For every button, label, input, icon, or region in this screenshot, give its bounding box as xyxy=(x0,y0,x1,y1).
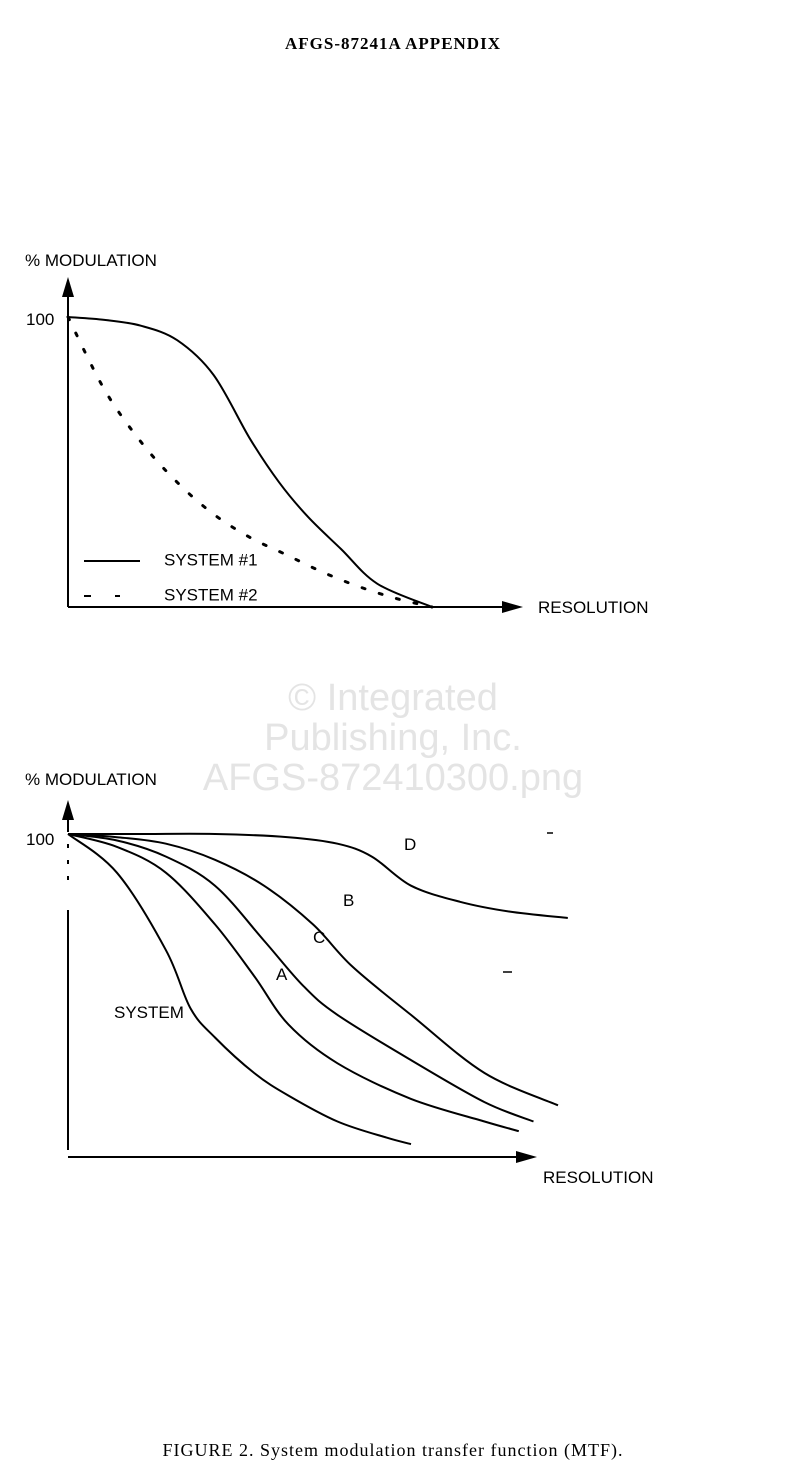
legend-system-2-label: SYSTEM #2 xyxy=(164,585,258,604)
chart-1-series-system-2 xyxy=(66,315,434,609)
chart-2-x-axis-arrow-icon xyxy=(516,1151,537,1163)
chart-2-y-axis-arrow-icon xyxy=(62,800,74,820)
watermark-line-1: © Integrated xyxy=(288,677,498,719)
chart-1-x-axis-arrow-icon xyxy=(502,601,523,613)
chart-2-series-system xyxy=(67,833,412,1146)
chart-2-series-d xyxy=(67,832,568,919)
chart-2-label-a: A xyxy=(276,965,288,984)
watermark-line-2: Publishing, Inc. xyxy=(264,717,522,759)
chart-1-legend: SYSTEM #1 SYSTEM #2 xyxy=(84,550,258,604)
chart-2-ytick: 100 xyxy=(26,830,54,849)
chart-2-series-a xyxy=(67,833,520,1133)
chart-1-ytick: 100 xyxy=(26,310,54,329)
watermark: © Integrated Publishing, Inc. AFGS-87241… xyxy=(0,678,786,798)
chart-1-y-axis-arrow-icon xyxy=(62,277,74,297)
chart-1-series-system-1 xyxy=(67,316,433,608)
chart-2: % MODULATION 100 RESOLUTION SYSTEM A C B… xyxy=(25,770,654,1187)
chart-2-label-b: B xyxy=(343,891,354,910)
chart-2-series-c xyxy=(67,833,534,1123)
chart-1: % MODULATION 100 RESOLUTION SYSTEM #1 SY… xyxy=(25,251,649,617)
chart-2-series-b xyxy=(67,833,559,1107)
legend-system-1-label: SYSTEM #1 xyxy=(164,550,258,569)
figure-caption: FIGURE 2. System modulation transfer fun… xyxy=(162,1440,624,1460)
chart-2-label-system: SYSTEM xyxy=(114,1003,184,1022)
chart-2-ylabel: % MODULATION xyxy=(25,770,157,789)
chart-2-label-c: C xyxy=(313,928,325,947)
chart-2-xlabel: RESOLUTION xyxy=(543,1168,654,1187)
chart-1-xlabel: RESOLUTION xyxy=(538,598,649,617)
watermark-line-3: AFGS-872410300.png xyxy=(202,757,584,799)
chart-1-ylabel: % MODULATION xyxy=(25,251,157,270)
page-header: AFGS-87241A APPENDIX xyxy=(285,34,501,53)
chart-2-label-d: D xyxy=(404,835,416,854)
